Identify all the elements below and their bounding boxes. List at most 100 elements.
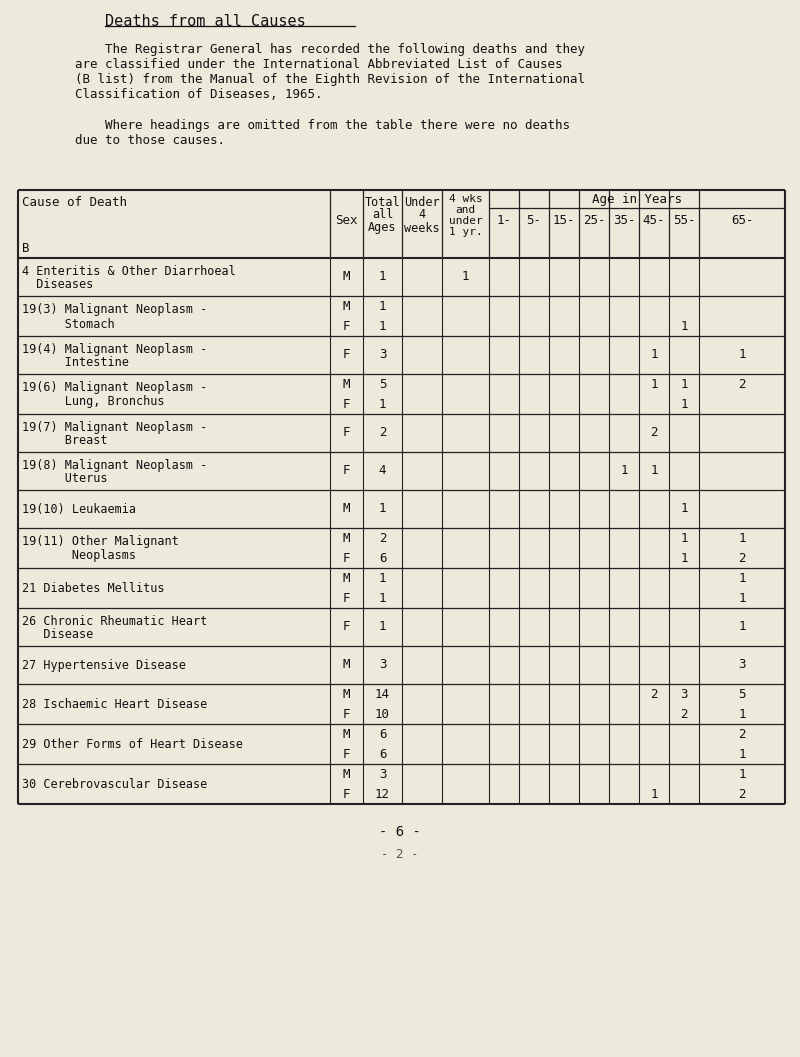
Text: Breast: Breast [22,434,107,447]
Text: 1: 1 [680,377,688,390]
Text: F: F [342,747,350,760]
Text: 45-: 45- [642,214,666,226]
Text: 1: 1 [650,787,658,800]
Text: 6: 6 [378,727,386,741]
Text: M: M [342,502,350,516]
Text: Diseases: Diseases [22,278,94,291]
Text: F: F [342,592,350,605]
Text: 1: 1 [738,620,746,633]
Text: 1: 1 [378,502,386,516]
Text: M: M [342,572,350,585]
Text: 1: 1 [738,707,746,721]
Text: Classification of Diseases, 1965.: Classification of Diseases, 1965. [75,89,322,101]
Text: 30 Cerebrovascular Disease: 30 Cerebrovascular Disease [22,778,207,791]
Text: Age in Years: Age in Years [592,192,682,205]
Text: M: M [342,377,350,390]
Text: 1: 1 [738,349,746,361]
Text: 2: 2 [738,727,746,741]
Text: M: M [342,687,350,701]
Text: F: F [342,319,350,333]
Text: 1: 1 [378,592,386,605]
Text: 35-: 35- [613,214,635,226]
Text: Where headings are omitted from the table there were no deaths: Where headings are omitted from the tabl… [75,118,570,131]
Text: 1: 1 [378,299,386,313]
Text: F: F [342,620,350,633]
Text: 2: 2 [680,707,688,721]
Text: and: and [455,205,476,215]
Text: 4 Enteritis & Other Diarrhoeal: 4 Enteritis & Other Diarrhoeal [22,265,236,278]
Text: 21 Diabetes Mellitus: 21 Diabetes Mellitus [22,581,165,594]
Text: 3: 3 [378,349,386,361]
Text: M: M [342,532,350,544]
Text: F: F [342,427,350,440]
Text: M: M [342,767,350,780]
Text: 3: 3 [378,767,386,780]
Text: 2: 2 [650,427,658,440]
Text: 1: 1 [650,349,658,361]
Text: 1: 1 [378,319,386,333]
Text: 1: 1 [680,552,688,564]
Text: 1 yr.: 1 yr. [449,227,482,237]
Text: 3: 3 [738,659,746,671]
Text: due to those causes.: due to those causes. [75,133,225,147]
Text: 1: 1 [680,319,688,333]
Text: 3: 3 [680,687,688,701]
Text: M: M [342,727,350,741]
Text: 2: 2 [378,532,386,544]
Text: 1: 1 [680,502,688,516]
Text: 2: 2 [378,427,386,440]
Text: 1: 1 [378,271,386,283]
Text: 1: 1 [738,532,746,544]
Text: 25-: 25- [582,214,606,226]
Text: F: F [342,397,350,410]
Text: M: M [342,659,350,671]
Text: 4: 4 [378,464,386,478]
Text: 1: 1 [378,397,386,410]
Text: Uterus: Uterus [22,472,107,485]
Text: M: M [342,271,350,283]
Text: F: F [342,464,350,478]
Text: Sex: Sex [335,214,358,226]
Text: 19(4) Malignant Neoplasm -: 19(4) Malignant Neoplasm - [22,342,207,356]
Text: F: F [342,707,350,721]
Text: 29 Other Forms of Heart Disease: 29 Other Forms of Heart Disease [22,738,243,750]
Text: 55-: 55- [673,214,695,226]
Text: 27 Hypertensive Disease: 27 Hypertensive Disease [22,659,186,671]
Text: F: F [342,349,350,361]
Text: The Registrar General has recorded the following deaths and they: The Registrar General has recorded the f… [75,43,585,56]
Text: - 6 -: - 6 - [379,826,421,839]
Text: weeks: weeks [404,222,440,235]
Text: Lung, Bronchus: Lung, Bronchus [22,395,165,408]
Text: 65-: 65- [730,214,754,226]
Text: Under: Under [404,196,440,208]
Text: 1: 1 [462,271,470,283]
Text: 1: 1 [378,572,386,585]
Text: 19(3) Malignant Neoplasm -: 19(3) Malignant Neoplasm - [22,303,207,316]
Text: 2: 2 [738,377,746,390]
Text: 2: 2 [738,552,746,564]
Text: all: all [372,208,393,222]
Text: 1-: 1- [497,214,511,226]
Text: 15-: 15- [553,214,575,226]
Text: 1: 1 [738,572,746,585]
Text: 14: 14 [375,687,390,701]
Text: 28 Ischaemic Heart Disease: 28 Ischaemic Heart Disease [22,698,207,710]
Text: 1: 1 [680,532,688,544]
Text: 10: 10 [375,707,390,721]
Text: 1: 1 [650,377,658,390]
Text: Total: Total [365,196,400,208]
Text: F: F [342,552,350,564]
Text: 4 wks: 4 wks [449,194,482,204]
Text: - 2 -: - 2 - [382,848,418,860]
Text: 19(10) Leukaemia: 19(10) Leukaemia [22,502,136,516]
Text: 2: 2 [650,687,658,701]
Text: 1: 1 [378,620,386,633]
Text: 19(6) Malignant Neoplasm -: 19(6) Malignant Neoplasm - [22,382,207,394]
Text: M: M [342,299,350,313]
Text: 1: 1 [738,767,746,780]
Text: 19(8) Malignant Neoplasm -: 19(8) Malignant Neoplasm - [22,459,207,471]
Text: 19(11) Other Malignant: 19(11) Other Malignant [22,536,178,549]
Text: 1: 1 [650,464,658,478]
Text: (B list) from the Manual of the Eighth Revision of the International: (B list) from the Manual of the Eighth R… [75,74,585,87]
Text: 1: 1 [738,747,746,760]
